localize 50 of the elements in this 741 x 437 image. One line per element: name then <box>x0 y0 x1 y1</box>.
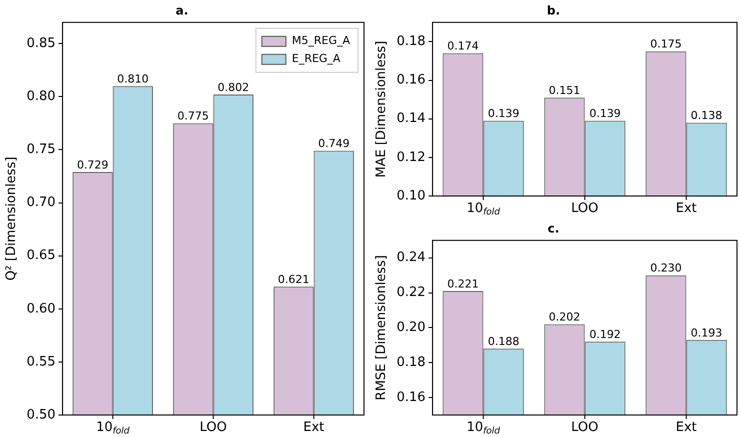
data-label: 0.192 <box>589 328 621 342</box>
y-tick-label: 0.14 <box>396 111 426 126</box>
y-tick-label: 0.60 <box>26 301 56 316</box>
data-label: 0.151 <box>548 84 580 97</box>
y-tick-label: 0.70 <box>26 195 56 210</box>
data-label: 0.139 <box>488 107 520 120</box>
y-tick-label: 0.16 <box>396 390 426 405</box>
y-tick-label: 0.50 <box>26 407 56 422</box>
data-label: 0.174 <box>447 40 479 53</box>
chart-title: b. <box>546 3 560 18</box>
x-tick-label: Ext <box>676 420 697 435</box>
y-axis-title: RMSE [Dimensionless] <box>374 255 390 400</box>
y-tick-label: 0.85 <box>26 36 56 51</box>
data-label: 0.749 <box>318 137 350 150</box>
data-label: 0.193 <box>690 326 722 340</box>
y-tick-label: 0.22 <box>396 285 426 300</box>
chart-title: a. <box>176 3 188 18</box>
data-label: 0.188 <box>488 335 520 348</box>
data-label: 0.202 <box>548 310 580 324</box>
x-tick-label: Ext <box>303 420 324 435</box>
y-tick-label: 0.75 <box>26 142 56 158</box>
y-tick-label: 0.80 <box>26 89 56 104</box>
x-tick-label: LOO <box>571 420 598 435</box>
data-label: 0.175 <box>650 38 682 51</box>
y-tick-label: 0.20 <box>396 320 426 336</box>
legend-label: E_REG_A <box>292 52 341 65</box>
y-tick-label: 0.10 <box>396 188 426 204</box>
y-tick-label: 0.16 <box>396 72 426 88</box>
y-tick-label: 0.18 <box>396 354 426 370</box>
data-label: 0.138 <box>690 109 722 122</box>
legend-label: M5_REG_A <box>292 34 350 47</box>
data-label: 0.221 <box>447 277 479 290</box>
chart-title: c. <box>548 221 560 236</box>
y-axis-title: MAE [Dimensionless] <box>374 40 390 178</box>
x-tick-label: LOO <box>200 420 227 435</box>
data-label: 0.775 <box>177 110 209 123</box>
data-label: 0.621 <box>278 272 310 286</box>
data-label: 0.810 <box>117 72 149 86</box>
y-tick-label: 0.18 <box>396 34 426 50</box>
y-axis-title: Q² [Dimensionless] <box>4 156 20 281</box>
y-tick-label: 0.65 <box>26 248 56 264</box>
data-label: 0.802 <box>218 80 250 94</box>
data-label: 0.230 <box>650 262 682 275</box>
y-tick-label: 0.55 <box>26 354 56 370</box>
y-tick-label: 0.24 <box>396 250 426 266</box>
x-tick-label: LOO <box>571 200 598 216</box>
x-tick-label: Ext <box>676 200 697 216</box>
data-label: 0.729 <box>76 158 108 172</box>
y-tick-label: 0.12 <box>396 150 426 165</box>
data-label: 0.139 <box>589 107 621 120</box>
